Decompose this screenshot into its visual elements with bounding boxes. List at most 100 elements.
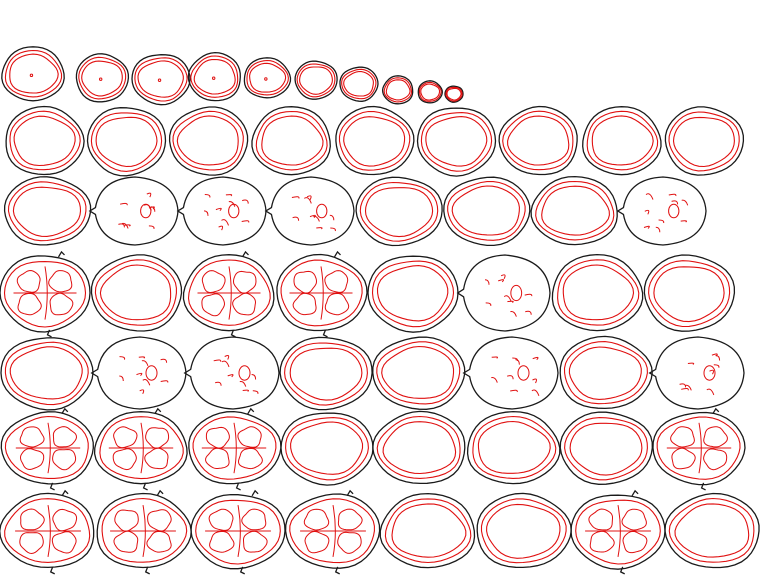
outer-table-contour <box>190 55 239 98</box>
bone-fragment <box>313 215 320 222</box>
inner-table-contour <box>299 66 333 95</box>
sinus-contour <box>208 508 234 531</box>
slice-cell <box>90 254 183 332</box>
outer-table-contour <box>101 497 188 563</box>
sinus-contour <box>622 530 648 554</box>
contour-dot <box>212 76 216 80</box>
bone-fragment <box>228 201 236 207</box>
skin-outline <box>530 175 618 246</box>
slice-cell <box>355 176 443 247</box>
skin-outline <box>5 105 85 176</box>
sinus-contour <box>237 447 263 470</box>
sinus-contour <box>201 270 226 294</box>
inner-table-contour <box>364 187 434 238</box>
slice-cell <box>416 107 497 177</box>
bone-fragment <box>291 196 300 199</box>
outer-table-contour <box>246 59 289 96</box>
bone-fragment <box>292 216 300 221</box>
bone-septum <box>332 505 336 557</box>
bone-fragment <box>532 378 537 384</box>
scan-marker <box>57 250 65 258</box>
bone-fragment <box>203 210 209 216</box>
slice-cell <box>1 46 65 102</box>
bone-fragment <box>138 356 146 359</box>
bone-septum <box>233 422 237 474</box>
scan-marker <box>239 566 245 575</box>
sinus-contour <box>20 508 45 531</box>
inner-table-contour <box>477 420 551 474</box>
bone-fragment <box>251 374 257 380</box>
outer-table-contour <box>586 110 659 171</box>
bone-septum <box>320 266 324 320</box>
slice-cell <box>559 411 653 485</box>
outer-table-contour <box>384 498 472 564</box>
scan-marker <box>142 482 148 491</box>
bone-septum <box>698 422 702 474</box>
sinus-contour <box>237 426 262 448</box>
skin-outline <box>75 53 130 103</box>
sinus-contour <box>337 508 363 531</box>
outer-table-contour <box>472 415 557 479</box>
sinus-contour <box>324 293 350 316</box>
skin-outline <box>187 51 241 102</box>
bone-fragment <box>713 364 720 368</box>
bone-fragment <box>224 355 230 360</box>
slice-cell <box>88 176 179 246</box>
outer-table-contour <box>359 181 439 242</box>
slice-cell <box>570 489 666 575</box>
bone-fragment <box>524 293 533 297</box>
slice-cell <box>279 336 373 411</box>
bone-fragment <box>160 380 169 383</box>
scan-marker <box>619 566 625 575</box>
slice-cell <box>131 54 191 106</box>
skin-outline <box>294 60 338 100</box>
scan-marker <box>144 566 150 575</box>
sinus-contour <box>205 447 230 469</box>
head-outline <box>88 176 179 246</box>
slice-cell <box>96 489 192 575</box>
scan-marker <box>251 489 259 497</box>
inner-table-contour <box>446 87 462 101</box>
slice-cell <box>86 107 167 177</box>
outer-table-contour <box>7 181 87 242</box>
bone-fragment <box>681 199 689 206</box>
outer-table-contour <box>195 499 281 565</box>
bone-septum <box>47 505 51 557</box>
bone-fragment <box>658 219 665 224</box>
outer-table-contour <box>383 77 413 103</box>
scan-marker <box>241 250 249 258</box>
bone-fragment <box>241 220 250 223</box>
slice-cell <box>381 75 414 105</box>
sinus-contour <box>703 426 728 448</box>
slice-cell <box>0 337 94 411</box>
sinus-contour <box>209 531 235 553</box>
inner-table-contour <box>382 421 457 475</box>
sinus-contour <box>52 426 78 448</box>
inner-table-contour <box>486 503 561 559</box>
slice-cell <box>294 60 338 100</box>
outer-table-contour <box>575 499 661 565</box>
slice-cell <box>188 407 282 491</box>
bone-fragment <box>124 224 131 227</box>
inner-table-contour <box>391 503 467 558</box>
bone-fragment <box>681 388 689 391</box>
inner-table-contour <box>9 53 59 94</box>
slice-cell <box>443 176 531 247</box>
slice-cell <box>367 255 459 333</box>
bone-fragment <box>506 375 514 380</box>
skin-outline <box>1 46 65 102</box>
outer-table-contour <box>280 259 363 327</box>
outer-table-contour <box>480 498 567 564</box>
skin-outline <box>279 336 373 411</box>
bone-fragment <box>645 193 654 200</box>
sinus-contour <box>293 270 318 294</box>
slice-cell <box>559 335 653 410</box>
skin-outline <box>280 412 374 486</box>
inner-table-contour <box>507 115 570 166</box>
skin-outline <box>276 253 368 332</box>
skin-outline <box>335 105 415 176</box>
outer-table-contour <box>502 110 574 171</box>
outer-table-contour <box>134 57 188 102</box>
inner-table-contour <box>562 264 635 321</box>
slice-cell <box>0 407 94 491</box>
